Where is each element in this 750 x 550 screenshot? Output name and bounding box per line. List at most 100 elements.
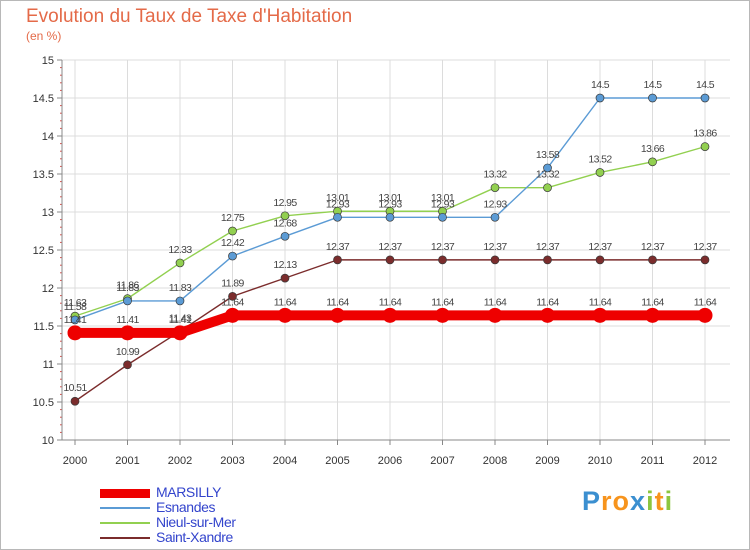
data-point-nieul-sur-mer (543, 183, 552, 193)
y-tick-label: 13 (42, 207, 54, 219)
data-label-nieul-sur-mer: 12.33 (168, 244, 192, 256)
data-labels-layer: 10.51 10.99 11.43 11.89 12.13 12.37 12.37 12.37… (63, 79, 718, 394)
data-point-marsilly (645, 307, 660, 323)
y-tick-label: 12.5 (33, 245, 54, 257)
data-label-saint-xandre: 10.99 (116, 346, 140, 358)
data-label-saint-xandre: 12.37 (693, 241, 717, 253)
logo-letter: P (582, 486, 602, 516)
data-point-saint-xandre (438, 255, 447, 265)
points-layer (67, 93, 713, 406)
data-label-saint-xandre: 10.51 (63, 382, 87, 394)
data-point-nieul-sur-mer (700, 142, 710, 151)
data-label-esnandes: 12.93 (483, 198, 507, 210)
data-point-marsilly (487, 307, 503, 323)
axis-layer: 10 10.5 11 11.5 12 12.5 13 13.5 14 14.5 15 2000 2001… (33, 55, 730, 467)
data-label-saint-xandre: 11.89 (221, 277, 244, 289)
data-label-esnandes: 14.5 (591, 79, 610, 91)
data-point-marsilly (67, 325, 83, 341)
x-tick-label: 2000 (63, 455, 87, 467)
data-label-saint-xandre: 12.37 (588, 241, 612, 253)
chart-subtitle: (en %) (26, 29, 62, 43)
legend-label-esnandes: Esnandes (156, 499, 216, 515)
legend-label-nieul-sur-mer: Nieul-sur-Mer (156, 514, 236, 530)
data-label-marsilly: 11.64 (536, 296, 559, 308)
logo-letter: x (630, 486, 647, 516)
legend-swatch-esnandes (100, 507, 150, 509)
data-point-marsilly (120, 325, 135, 341)
logo-letter: t (654, 486, 665, 516)
data-point-saint-xandre (700, 255, 710, 265)
y-tick-label: 13.5 (33, 169, 54, 181)
legend-label-marsilly: MARSILLY (156, 484, 222, 500)
data-point-marsilly (330, 307, 345, 323)
x-tick-label: 2011 (641, 455, 665, 467)
data-point-marsilly (697, 307, 713, 323)
data-point-saint-xandre (648, 255, 657, 265)
data-point-esnandes (543, 163, 552, 173)
data-point-esnandes (648, 93, 657, 103)
data-label-marsilly: 11.64 (641, 296, 664, 308)
data-point-nieul-sur-mer (490, 183, 500, 193)
data-label-saint-xandre: 12.37 (378, 241, 402, 253)
logo-letter: r (601, 486, 613, 516)
chart-title: Evolution du Taux de Taxe d'Habitation (26, 6, 353, 27)
data-point-esnandes (385, 212, 395, 222)
data-point-esnandes (595, 93, 605, 103)
legend-swatch-nieul-sur-mer (100, 522, 150, 524)
data-label-saint-xandre: 12.37 (326, 241, 350, 253)
x-tick-label: 2009 (535, 455, 559, 467)
data-label-esnandes: 14.5 (643, 79, 662, 91)
data-point-esnandes (280, 231, 290, 241)
data-point-marsilly (172, 325, 188, 341)
data-point-saint-xandre (490, 255, 500, 265)
data-point-esnandes (490, 212, 500, 222)
data-label-esnandes: 12.68 (273, 217, 297, 229)
y-tick-label: 12 (42, 283, 54, 295)
y-tick-label: 10.5 (33, 397, 54, 409)
data-label-marsilly: 11.64 (274, 296, 297, 308)
data-point-saint-xandre (385, 255, 395, 265)
data-label-marsilly: 11.41 (64, 314, 87, 326)
data-point-esnandes (700, 93, 710, 103)
legend-swatch-saint-xandre (100, 537, 150, 539)
data-label-nieul-sur-mer: 13.52 (588, 153, 612, 165)
data-point-nieul-sur-mer (595, 168, 605, 177)
data-point-esnandes (438, 212, 447, 222)
data-point-esnandes (123, 296, 132, 306)
data-label-esnandes: 12.93 (378, 198, 402, 210)
data-label-nieul-sur-mer: 11.86 (116, 280, 139, 292)
data-label-nieul-sur-mer: 13.01 (431, 192, 455, 204)
data-label-marsilly: 11.64 (221, 296, 244, 308)
y-tick-label: 11 (43, 359, 54, 371)
data-label-marsilly: 11.64 (484, 296, 507, 308)
data-label-nieul-sur-mer: 13.01 (326, 192, 350, 204)
data-label-saint-xandre: 12.37 (641, 241, 665, 253)
x-tick-label: 2008 (483, 455, 507, 467)
data-label-marsilly: 11.64 (326, 296, 349, 308)
data-point-saint-xandre (333, 255, 342, 265)
data-label-saint-xandre: 12.37 (536, 241, 560, 253)
x-tick-label: 2012 (693, 455, 717, 467)
proxiti-logo: Proxiti (582, 486, 673, 517)
data-label-nieul-sur-mer: 13.32 (483, 169, 507, 181)
data-point-nieul-sur-mer (175, 258, 185, 268)
data-label-nieul-sur-mer: 12.75 (221, 212, 245, 224)
data-label-nieul-sur-mer: 13.32 (536, 169, 560, 181)
x-tick-label: 2010 (588, 455, 612, 467)
data-label-marsilly: 11.64 (589, 296, 612, 308)
data-point-marsilly (592, 307, 608, 323)
data-point-saint-xandre (280, 273, 290, 283)
x-tick-label: 2005 (325, 455, 349, 467)
data-label-nieul-sur-mer: 11.63 (64, 297, 87, 309)
data-label-saint-xandre: 12.37 (483, 241, 507, 253)
y-tick-label: 15 (42, 55, 54, 67)
data-label-esnandes: 13.58 (536, 149, 560, 161)
data-point-esnandes (70, 315, 80, 325)
data-point-saint-xandre (228, 292, 237, 301)
data-point-esnandes (228, 251, 237, 261)
data-point-marsilly (435, 307, 450, 323)
data-point-saint-xandre (543, 255, 552, 265)
data-point-nieul-sur-mer (228, 226, 237, 236)
data-point-saint-xandre (123, 360, 132, 370)
